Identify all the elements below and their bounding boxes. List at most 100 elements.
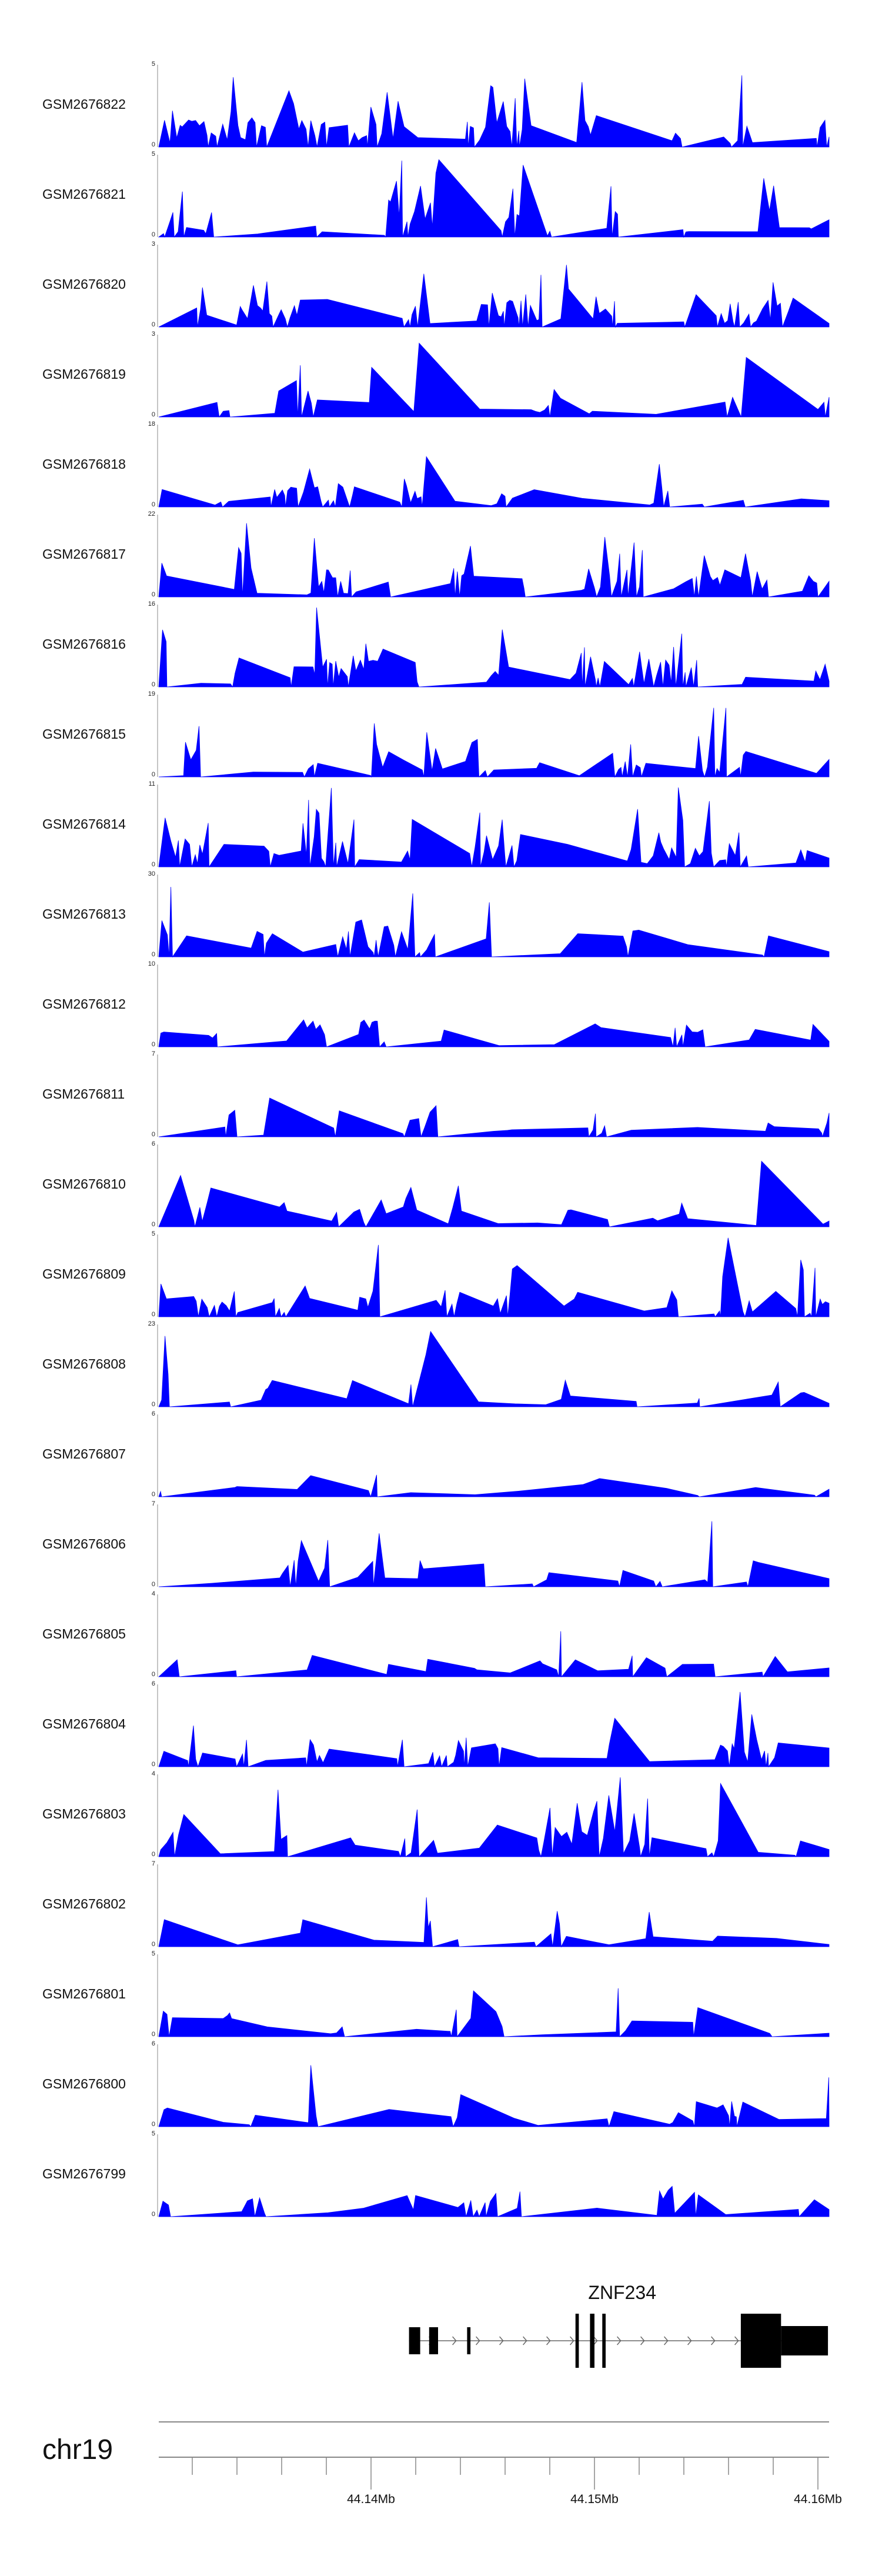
- y-min-label: 0: [151, 1131, 155, 1138]
- gene-exon: [740, 2314, 781, 2368]
- strand-chevron: [640, 2336, 645, 2345]
- y-min-label: 0: [151, 321, 155, 328]
- coverage-tracks: [157, 65, 830, 2218]
- coverage-area-GSM2676810: [158, 1160, 830, 1227]
- y-max-label: 7: [151, 1500, 155, 1507]
- track-label: GSM2676802: [42, 1896, 126, 1911]
- y-max-label: 30: [148, 870, 155, 877]
- y-min-label: 0: [151, 2031, 155, 2038]
- strand-chevron: [570, 2336, 574, 2345]
- gene-name-label: ZNF234: [588, 2282, 656, 2303]
- chromosome-label: chr19: [42, 2434, 113, 2465]
- strand-chevron: [664, 2336, 669, 2345]
- track-label: GSM2676811: [42, 1086, 125, 1102]
- y-max-label: 11: [148, 780, 155, 788]
- coverage-area-GSM2676799: [158, 2185, 830, 2218]
- y-max-label: 5: [151, 1230, 155, 1237]
- y-max-label: 18: [148, 421, 155, 428]
- track-label: GSM2676821: [42, 186, 126, 202]
- y-min-label: 0: [151, 1671, 155, 1678]
- y-max-label: 5: [151, 151, 155, 158]
- track-label: GSM2676815: [42, 726, 126, 742]
- axis-tick-label: 44.14Mb: [347, 2492, 395, 2506]
- track-label: GSM2676822: [42, 96, 126, 112]
- coverage-area-GSM2676816: [158, 607, 830, 688]
- y-max-label: 6: [151, 1140, 155, 1147]
- y-min-label: 0: [151, 1941, 155, 1948]
- gene-exon: [429, 2327, 438, 2354]
- y-max-label: 3: [151, 331, 155, 338]
- coverage-area-GSM2676805: [158, 1631, 830, 1678]
- strand-chevron: [593, 2336, 598, 2345]
- track-label: GSM2676819: [42, 366, 126, 382]
- coverage-area-GSM2676822: [158, 75, 830, 148]
- y-max-label: 19: [148, 690, 155, 698]
- coverage-area-GSM2676815: [158, 708, 830, 778]
- strand-chevron: [617, 2336, 622, 2345]
- strand-chevron: [476, 2336, 480, 2345]
- track-label: GSM2676804: [42, 1716, 126, 1731]
- coverage-area-GSM2676819: [158, 342, 830, 418]
- y-max-label: 7: [151, 1050, 155, 1057]
- track-label: GSM2676805: [42, 1626, 126, 1641]
- y-min-label: 0: [151, 1401, 155, 1408]
- y-min-label: 0: [151, 141, 155, 148]
- gene-exon: [590, 2314, 594, 2368]
- y-max-label: 6: [151, 1410, 155, 1417]
- y-max-label: 22: [148, 510, 155, 518]
- y-max-label: 6: [151, 1680, 155, 1687]
- y-max-label: 7: [151, 1860, 155, 1867]
- y-min-label: 0: [151, 771, 155, 778]
- track-label: GSM2676812: [42, 996, 126, 1012]
- strand-chevron: [734, 2336, 739, 2345]
- gene-exon: [781, 2326, 828, 2355]
- y-min-label: 0: [151, 1221, 155, 1228]
- strand-chevron: [499, 2336, 504, 2345]
- strand-chevron: [687, 2336, 692, 2345]
- coverage-area-GSM2676809: [158, 1237, 830, 1318]
- y-max-label: 6: [151, 2040, 155, 2047]
- y-min-label: 0: [151, 1041, 155, 1048]
- track-label: GSM2676807: [42, 1446, 126, 1461]
- coverage-area-GSM2676817: [158, 523, 830, 598]
- y-min-label: 0: [151, 1761, 155, 1768]
- strand-chevron: [711, 2336, 716, 2345]
- track-label: GSM2676818: [42, 456, 126, 472]
- y-min-label: 0: [151, 2121, 155, 2128]
- strand-chevron: [523, 2336, 527, 2345]
- axis-tick-label: 44.16Mb: [794, 2492, 842, 2506]
- y-min-label: 0: [151, 1491, 155, 1498]
- track-label: GSM2676806: [42, 1536, 126, 1551]
- track-label: GSM2676810: [42, 1176, 126, 1192]
- track-label: GSM2676820: [42, 276, 126, 292]
- y-max-label: 4: [151, 1590, 155, 1597]
- coverage-area-GSM2676818: [158, 456, 830, 508]
- track-label: GSM2676813: [42, 906, 126, 922]
- coverage-area-GSM2676812: [158, 1019, 830, 1047]
- y-max-label: 5: [151, 2130, 155, 2137]
- track-label: GSM2676816: [42, 636, 126, 652]
- track-label: GSM2676801: [42, 1986, 126, 2001]
- track-label: GSM2676817: [42, 546, 126, 562]
- coverage-area-GSM2676803: [158, 1777, 830, 1858]
- coverage-area-GSM2676801: [158, 1988, 830, 2038]
- track-label: GSM2676800: [42, 2076, 126, 2091]
- y-min-label: 0: [151, 861, 155, 868]
- track-label: GSM2676814: [42, 816, 126, 832]
- y-min-label: 0: [151, 1311, 155, 1318]
- y-min-label: 0: [151, 681, 155, 688]
- y-min-label: 0: [151, 411, 155, 418]
- strand-chevron: [546, 2336, 551, 2345]
- y-min-label: 0: [151, 1581, 155, 1588]
- gene-exon: [467, 2327, 471, 2354]
- y-max-label: 5: [151, 61, 155, 68]
- y-min-label: 0: [151, 231, 155, 238]
- coverage-area-GSM2676814: [158, 787, 830, 868]
- track-label: GSM2676799: [42, 2166, 126, 2181]
- coverage-area-GSM2676820: [158, 265, 830, 328]
- y-max-label: 10: [148, 960, 155, 967]
- track-label: GSM2676803: [42, 1806, 126, 1821]
- coverage-area-GSM2676806: [158, 1521, 830, 1587]
- y-min-label: 0: [151, 2211, 155, 2218]
- coverage-area-GSM2676808: [158, 1330, 830, 1407]
